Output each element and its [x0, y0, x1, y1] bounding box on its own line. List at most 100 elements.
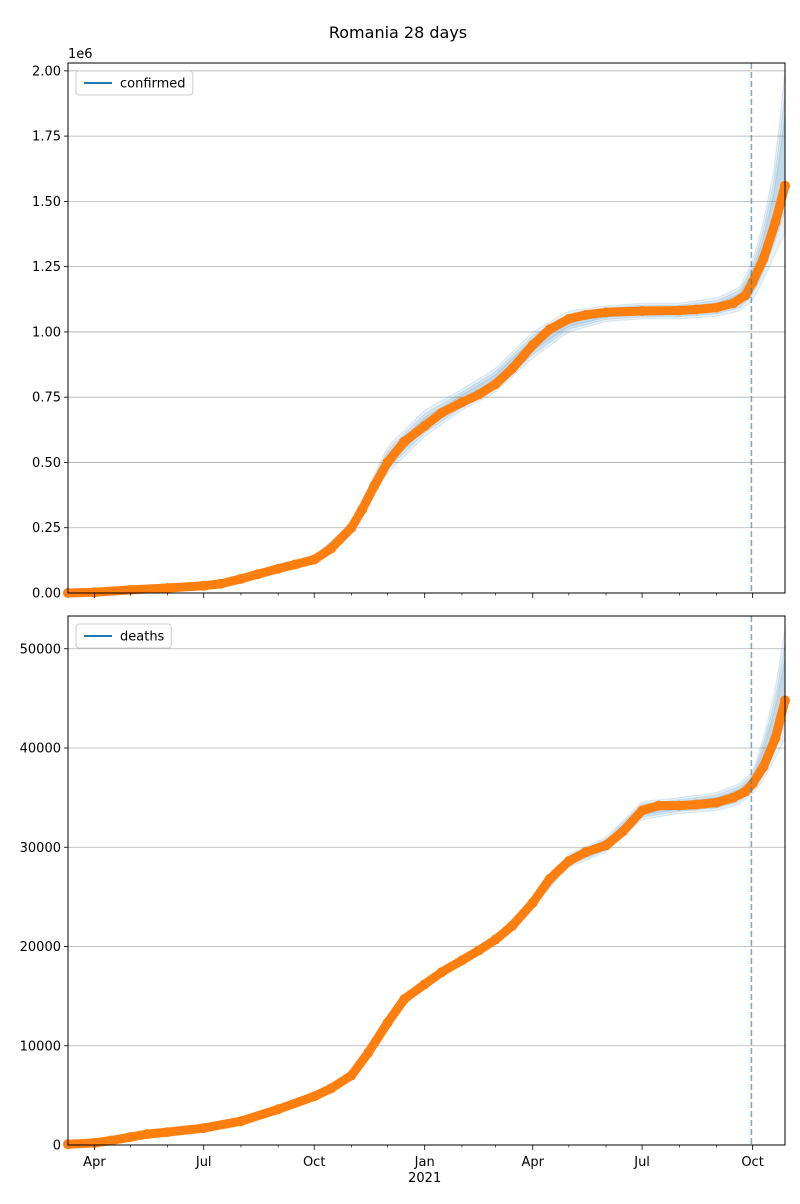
legend-label: confirmed: [120, 77, 186, 92]
observed-point: [473, 389, 484, 400]
observed-point: [637, 306, 648, 317]
x-tick-label: Apr: [83, 1155, 106, 1170]
observed-point: [235, 1116, 246, 1127]
observed-point: [363, 1047, 374, 1058]
observed-point: [369, 480, 380, 491]
x-tick-label: Oct: [303, 1155, 325, 1170]
y-tick-label: 10000: [20, 1039, 61, 1054]
observed-point: [399, 994, 410, 1005]
observed-point: [617, 826, 628, 837]
observed-point: [740, 290, 751, 301]
y-tick-label: 30000: [20, 841, 61, 856]
x-tick-label: Jan: [414, 1155, 435, 1170]
observed-point: [289, 559, 300, 570]
deaths-panel: 0 10000 20000 30000 40000 50000 deaths Apr Jul Oc…: [20, 615, 790, 1186]
observed-point: [711, 797, 722, 808]
x-tick-label: Apr: [522, 1155, 545, 1170]
observed-point: [527, 897, 538, 908]
observed-point: [125, 1132, 136, 1143]
observed-point: [674, 800, 685, 811]
y-tick-label: 1.00: [32, 325, 61, 340]
observed-point: [346, 1070, 357, 1081]
observed-point: [691, 799, 702, 810]
observed-point: [89, 587, 100, 598]
observed-point: [507, 363, 518, 374]
observed-point: [691, 304, 702, 315]
figure-title: Romania 28 days: [329, 23, 467, 42]
legend-box: [75, 70, 194, 96]
y-offset-label: 1e6: [68, 47, 93, 62]
observed-point: [527, 339, 538, 350]
y-tick-label: 0: [53, 1139, 61, 1154]
observed-point: [728, 298, 739, 309]
y-tick-label: 1.75: [32, 130, 61, 145]
observed-point: [490, 379, 501, 390]
observed-point: [106, 1135, 117, 1146]
observed-point: [544, 874, 555, 885]
observed-point: [198, 580, 209, 591]
legend-box: [75, 623, 172, 649]
observed-point: [601, 840, 612, 851]
observed-point: [758, 761, 769, 772]
observed-point: [456, 397, 467, 408]
observed-point: [346, 522, 357, 533]
legend-label: deaths: [120, 630, 165, 645]
observed-point: [436, 967, 447, 978]
x-tick-label: Jul: [195, 1155, 212, 1170]
observed-point: [326, 543, 337, 554]
observed-point: [563, 313, 574, 324]
observed-point: [747, 778, 758, 789]
observed-point: [637, 805, 648, 816]
y-tick-label: 0.00: [32, 587, 61, 602]
observed-point: [419, 420, 430, 431]
observed-point: [490, 934, 501, 945]
observed-point: [674, 305, 685, 316]
observed-point: [125, 584, 136, 595]
observed-point: [309, 554, 320, 565]
observed-point: [563, 856, 574, 867]
observed-point: [273, 1104, 284, 1115]
y-tick-label: 0.25: [32, 521, 61, 536]
y-tick-label: 20000: [20, 940, 61, 955]
observed-point: [162, 1127, 173, 1138]
observed-point: [770, 217, 781, 228]
observed-point: [235, 573, 246, 584]
observed-point: [399, 436, 410, 447]
observed-point: [580, 309, 591, 320]
observed-point: [215, 578, 226, 589]
y-tick-label: 40000: [20, 742, 61, 757]
observed-point: [758, 253, 769, 264]
observed-point: [273, 563, 284, 574]
observed-point: [198, 1123, 209, 1134]
observed-point: [747, 277, 758, 288]
observed-point: [544, 324, 555, 335]
observed-point: [770, 733, 781, 744]
observed-point: [419, 979, 430, 990]
confirmed-panel: 0.00 0.25 0.50 0.75 1.00 1.25 1.50 1.75 2.00 1e6 c…: [32, 47, 790, 602]
x-tick-label: Jul: [633, 1155, 650, 1170]
observed-point: [728, 792, 739, 803]
y-tick-label: 50000: [20, 642, 61, 657]
observed-point: [456, 955, 467, 966]
observed-point: [580, 847, 591, 858]
observed-point: [436, 407, 447, 418]
observed-point: [142, 1129, 153, 1140]
y-tick-label: 1.50: [32, 195, 61, 210]
axes-frame: [67, 62, 786, 594]
observed-point: [252, 569, 263, 580]
observed-point: [601, 307, 612, 318]
observed-point: [711, 302, 722, 313]
y-tick-label: 0.50: [32, 456, 61, 471]
y-tick-label: 0.75: [32, 391, 61, 406]
axes-frame: [67, 615, 786, 1146]
observed-point: [382, 457, 393, 468]
observed-point: [507, 920, 518, 931]
y-tick-label: 2.00: [32, 64, 61, 79]
observed-point: [740, 786, 751, 797]
observed-point: [382, 1017, 393, 1028]
x-year-label: 2021: [408, 1171, 441, 1186]
observed-point: [89, 1138, 100, 1149]
x-tick-label: Oct: [741, 1155, 763, 1170]
